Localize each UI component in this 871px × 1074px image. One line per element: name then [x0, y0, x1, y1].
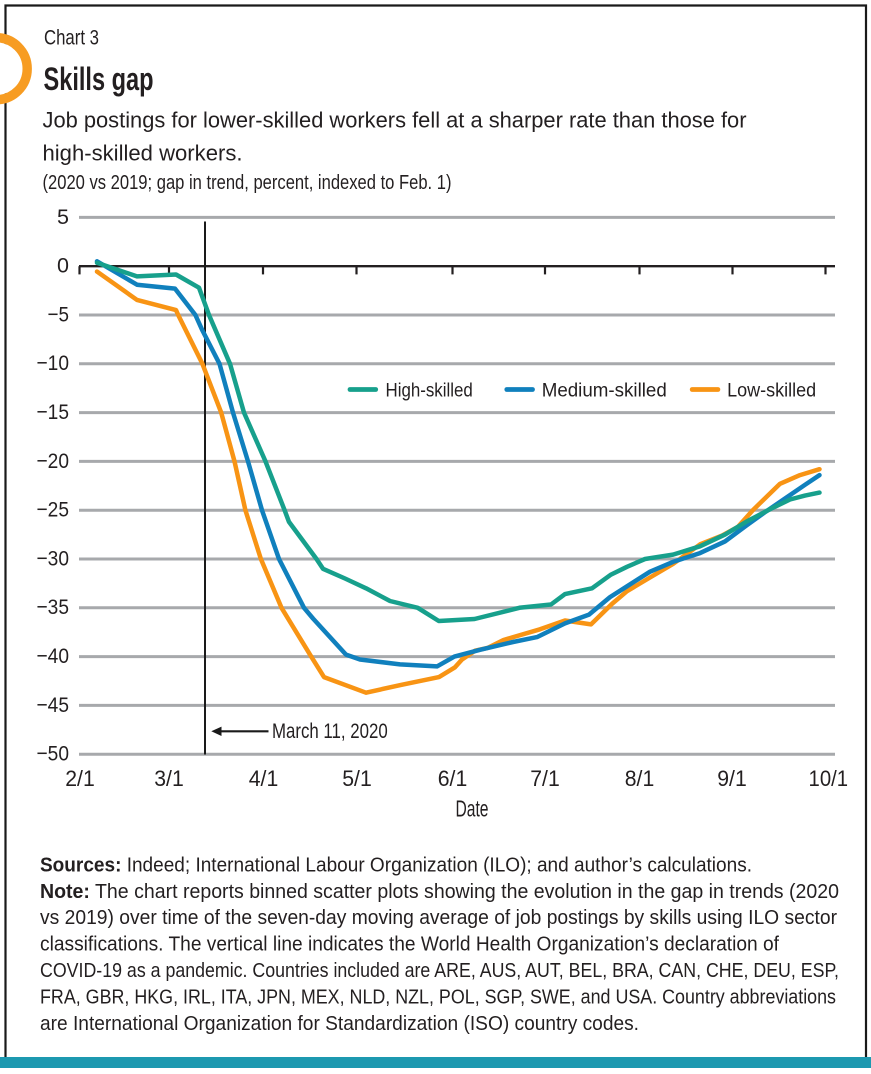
svg-text:Date: Date	[456, 796, 489, 822]
svg-text:−15: −15	[37, 400, 70, 424]
svg-text:5: 5	[57, 205, 69, 229]
svg-text:Sources: Indeed; International: Sources: Indeed; International Labour Or…	[40, 854, 752, 876]
svg-text:6/1: 6/1	[438, 766, 468, 791]
svg-text:−10: −10	[37, 351, 70, 375]
svg-text:Job postings for lower-skilled: Job postings for lower-skilled workers f…	[43, 108, 747, 133]
svg-text:7/1: 7/1	[530, 766, 560, 791]
svg-text:−45: −45	[37, 693, 70, 717]
svg-text:High-skilled: High-skilled	[386, 380, 473, 402]
svg-text:high-skilled workers.: high-skilled workers.	[43, 140, 243, 165]
svg-text:vs 2019) over time of the seve: vs 2019) over time of the seven-day movi…	[40, 907, 837, 929]
svg-text:March 11, 2020: March 11, 2020	[272, 719, 388, 743]
svg-text:Low-skilled: Low-skilled	[727, 380, 816, 402]
svg-text:are International Organization: are International Organization for Stand…	[40, 1013, 639, 1035]
svg-text:−50: −50	[37, 742, 70, 766]
svg-text:−5: −5	[48, 302, 70, 326]
svg-text:Medium-skilled: Medium-skilled	[542, 380, 667, 402]
svg-text:Chart 3: Chart 3	[44, 25, 99, 49]
svg-text:0: 0	[57, 254, 69, 278]
svg-text:(2020 vs 2019; gap in trend, p: (2020 vs 2019; gap in trend, percent, in…	[43, 172, 452, 194]
svg-text:−40: −40	[37, 644, 70, 668]
svg-text:Skills gap: Skills gap	[44, 61, 154, 97]
svg-text:8/1: 8/1	[625, 766, 655, 791]
svg-text:4/1: 4/1	[249, 766, 279, 791]
svg-text:FRA, GBR, HKG, IRL, ITA, JPN,: FRA, GBR, HKG, IRL, ITA, JPN, MEX, NLD, …	[40, 986, 836, 1008]
svg-text:−25: −25	[37, 498, 70, 522]
svg-text:Note: The chart reports binned: Note: The chart reports binned scatter p…	[40, 881, 839, 903]
svg-text:3/1: 3/1	[154, 766, 184, 791]
svg-text:10/1: 10/1	[809, 766, 849, 791]
svg-text:−20: −20	[37, 449, 70, 473]
svg-text:2/1: 2/1	[65, 766, 95, 791]
svg-text:9/1: 9/1	[717, 766, 747, 791]
svg-text:−30: −30	[37, 546, 70, 570]
svg-text:classifications. The vertical: classifications. The vertical line indic…	[40, 934, 779, 956]
svg-text:COVID-19 as a pandemic. Countr: COVID-19 as a pandemic. Countries includ…	[40, 960, 839, 982]
svg-text:5/1: 5/1	[342, 766, 372, 791]
svg-text:−35: −35	[37, 595, 70, 619]
